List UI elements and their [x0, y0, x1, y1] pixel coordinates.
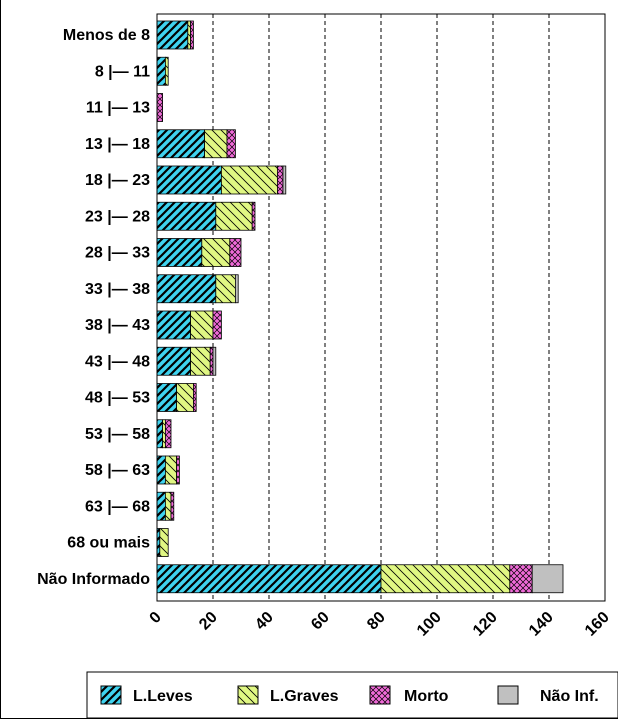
category-label: 43 |— 48 [85, 353, 150, 370]
x-tick-label: 100 [414, 609, 445, 640]
bar-segment-morto [212, 310, 222, 340]
category-label: 11 |— 13 [86, 100, 150, 117]
plot-area-border [156, 13, 606, 602]
bar-segment-l-leves [156, 20, 189, 50]
bar-segment-l-graves [215, 274, 236, 304]
legend-label: L.Graves [270, 688, 339, 705]
category-labels: Menos de 8 8 |— 11 11 |— 13 13 |— 18 18 |— 2… [37, 27, 150, 588]
bar-segment-morto [251, 201, 256, 231]
bar-segment-l-leves [156, 455, 166, 485]
bar-segment-l-graves [190, 346, 211, 376]
bar-segment-l-leves [156, 419, 163, 449]
bar-segment-morto [164, 419, 172, 449]
bar-segment-l-leves [156, 310, 191, 340]
bar-segment-l-leves [156, 129, 205, 159]
bar-segment-l-leves [156, 56, 166, 86]
bar-segment-l-graves [190, 310, 214, 340]
bar-segment-l-leves [156, 383, 178, 412]
legend-swatch [497, 685, 519, 705]
bar-segment-morto [190, 20, 194, 50]
bar-segment-morto [192, 383, 197, 412]
bar-segment-l-graves [187, 20, 192, 50]
category-label: 53 |— 58 [85, 426, 150, 443]
bar-segment-morto [509, 564, 533, 594]
legend-box [86, 671, 618, 719]
bar-segment-morto [176, 455, 180, 485]
bar-segment-morto [226, 129, 236, 159]
bar-segment-l-graves [164, 491, 172, 521]
bar-segment-l-leves [156, 238, 203, 267]
bar-segment-l-leves [156, 491, 166, 521]
bar-segment-l-graves [159, 528, 169, 557]
x-tick-labels: 0 20 40 60 80 100 120 140 160 [147, 609, 613, 640]
bar-segment-l-graves [380, 564, 511, 594]
bar-segment-l-leves [156, 346, 191, 376]
category-label: 13 |— 18 [85, 136, 150, 153]
bar-segment-l-leves [156, 564, 382, 594]
grid-layer [212, 14, 550, 601]
legend-label: Morto [404, 688, 449, 705]
category-label: 68 ou mais [67, 535, 150, 552]
bar-segment-l-leves [156, 201, 217, 231]
category-label: 33 |— 38 [85, 281, 150, 298]
bar-segment-n-o-inf- [234, 274, 239, 304]
bar-segment-n-o-inf- [282, 165, 287, 195]
bar-segment-l-leves [156, 165, 222, 195]
bar-segment-morto [229, 238, 242, 267]
legend-swatch [100, 685, 122, 705]
x-tick-label: 40 [252, 609, 277, 634]
x-tick-label: 140 [526, 609, 557, 640]
bar-segment-l-graves [164, 455, 177, 485]
bar-segment-morto [170, 491, 175, 521]
x-tick-label: 60 [308, 609, 333, 634]
bars-layer [156, 20, 564, 594]
bar-segment-l-graves [215, 201, 253, 231]
category-label: 58 |— 63 [85, 462, 150, 479]
x-tick-label: 0 [147, 609, 165, 627]
bar-segment-l-graves [204, 129, 228, 159]
x-tick-label: 160 [582, 609, 613, 640]
x-tick-label: 80 [364, 609, 389, 634]
bar-segment-l-leves [156, 274, 217, 304]
legend: L.Leves L.Graves Morto Não Inf. [86, 671, 618, 719]
bar-segment-l-graves [164, 56, 169, 86]
category-label: 48 |— 53 [85, 390, 150, 407]
legend-swatch [237, 685, 259, 705]
legend-swatch [369, 685, 391, 705]
legend-label: L.Leves [133, 688, 193, 705]
legend-label: Não Inf. [540, 688, 599, 705]
bar-segment-morto [156, 93, 163, 122]
bar-segment-l-graves [201, 238, 231, 267]
bar-segment-morto [276, 165, 284, 195]
x-tick-label: 120 [470, 609, 501, 640]
category-label: 23 |— 28 [85, 208, 150, 225]
bar-segment-n-o-inf- [531, 564, 564, 594]
category-label: 28 |— 33 [85, 245, 150, 262]
x-tick-label: 20 [196, 609, 221, 634]
bar-segment-n-o-inf- [212, 346, 217, 376]
bar-segment-l-graves [162, 419, 166, 449]
category-label: 38 |— 43 [85, 317, 150, 334]
bar-segment-l-graves [220, 165, 278, 195]
bar-segment-morto [209, 346, 214, 376]
category-label: 18 |— 23 [85, 172, 150, 189]
category-label: Não Informado [37, 571, 150, 588]
category-label: 8 |— 11 [95, 63, 150, 80]
category-label: 63 |— 68 [85, 498, 150, 515]
category-label: Menos de 8 [63, 27, 150, 44]
bar-segment-l-graves [176, 383, 194, 412]
